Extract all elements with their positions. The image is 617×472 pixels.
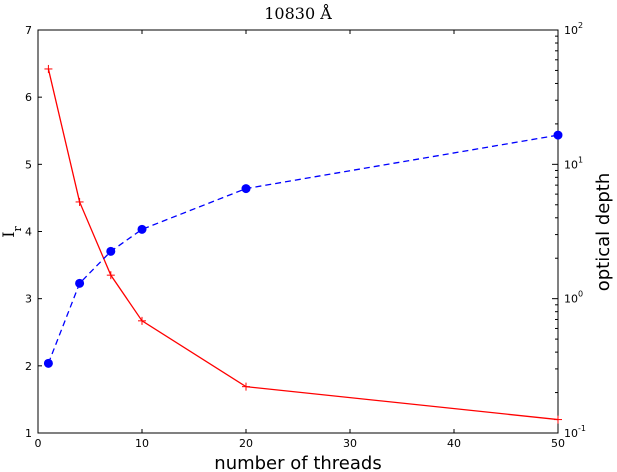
series-1-point bbox=[554, 415, 562, 424]
left-y-axis-ticks: 1 2 3 4 5 6 7 bbox=[25, 24, 42, 440]
left-y-axis-title: Ir bbox=[0, 225, 24, 237]
y-left-tick-label: 7 bbox=[25, 24, 32, 37]
x-tick-label: 50 bbox=[551, 437, 565, 450]
y-right-tick-label: 101 bbox=[564, 155, 583, 171]
series-2-point bbox=[43, 358, 53, 368]
series-1-point bbox=[106, 271, 115, 280]
series-1-point bbox=[75, 197, 84, 206]
y-left-tick-label: 3 bbox=[25, 293, 32, 306]
x-tick-label: 40 bbox=[447, 437, 461, 450]
y-right-tick-label: 100 bbox=[564, 290, 583, 306]
series-2-point bbox=[553, 130, 563, 140]
y-left-tick-label: 6 bbox=[25, 91, 32, 104]
series-1-point bbox=[138, 316, 146, 325]
y-right-tick-label: 10-1 bbox=[564, 424, 586, 440]
chart-title: 10830 Å bbox=[264, 3, 332, 23]
plot-frame bbox=[37, 29, 559, 434]
y-left-tick-label: 1 bbox=[25, 427, 32, 440]
series-2-point bbox=[241, 184, 251, 194]
series-1-point bbox=[242, 382, 250, 391]
y-right-tick-label: 102 bbox=[564, 21, 583, 37]
x-axis-ticks: 0 10 20 30 40 50 bbox=[35, 30, 565, 450]
x-tick-label: 0 bbox=[35, 437, 42, 450]
series-1-line bbox=[47, 68, 559, 421]
x-tick-label: 30 bbox=[343, 437, 357, 450]
y-left-tick-label: 5 bbox=[25, 158, 32, 171]
series-1-point bbox=[44, 64, 53, 73]
series-layer bbox=[43, 64, 563, 424]
series-2-point bbox=[106, 246, 116, 256]
series-2-point bbox=[137, 224, 147, 234]
x-axis-title: number of threads bbox=[214, 453, 381, 472]
series-2-line bbox=[47, 134, 559, 364]
x-tick-label: 20 bbox=[239, 437, 253, 450]
y-left-tick-label: 2 bbox=[25, 360, 32, 373]
y-left-tick-label: 4 bbox=[25, 226, 32, 239]
svg-text:Ir: Ir bbox=[0, 225, 24, 237]
series-2-point bbox=[75, 278, 85, 288]
x-tick-label: 10 bbox=[135, 437, 149, 450]
right-y-axis-ticks: 10-1 100 101 102 bbox=[552, 21, 586, 440]
right-y-axis-title: optical depth bbox=[593, 173, 614, 292]
